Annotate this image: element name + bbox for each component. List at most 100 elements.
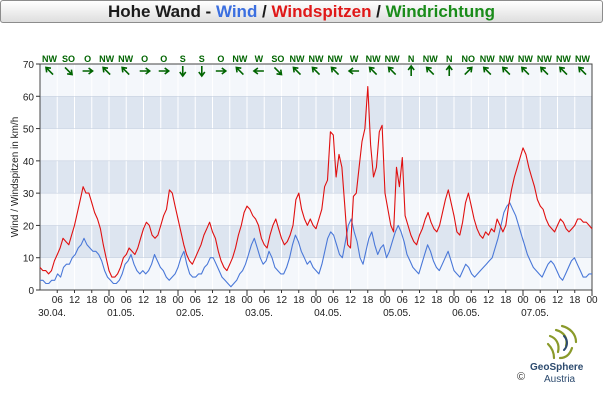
wind-direction-arrow-shape — [347, 67, 360, 75]
title-direction: Windrichtung — [385, 2, 496, 21]
wind-direction-label: NW — [537, 54, 552, 64]
wind-direction-arrow-shape — [539, 66, 549, 76]
x-tick-label: 06 — [535, 295, 547, 306]
wind-direction-arrow — [578, 66, 587, 76]
x-tick-label: 18 — [500, 295, 512, 306]
wind-direction-arrow — [121, 66, 130, 76]
wind-direction-arrow-shape — [64, 66, 74, 76]
wind-direction-arrow-shape — [425, 66, 435, 76]
wind-direction-arrow — [520, 66, 530, 76]
wind-direction-arrow — [139, 67, 152, 75]
wind-direction-arrow — [558, 66, 568, 76]
wind-direction-arrow-shape — [464, 66, 473, 76]
wind-direction-arrow-shape — [330, 66, 340, 76]
title-separator-1: / — [257, 2, 272, 21]
wind-direction-arrow-shape — [578, 66, 587, 76]
x-tick-label: 06 — [190, 295, 202, 306]
wind-direction-label: SO — [271, 54, 284, 64]
x-tick-label: 00 — [379, 295, 391, 306]
title-station: Hohe Wand - — [107, 2, 216, 21]
x-tick-label: 18 — [362, 295, 374, 306]
y-tick-label: 60 — [23, 92, 35, 103]
wind-direction-label: NW — [556, 54, 571, 64]
x-tick-label: 00 — [448, 295, 460, 306]
wind-direction-arrow-shape — [501, 66, 511, 76]
copyright-mark: © — [517, 371, 526, 383]
x-tick-label: 12 — [276, 295, 288, 306]
x-date-label: 06.05. — [452, 308, 480, 319]
x-tick-label: 12 — [138, 295, 150, 306]
wind-direction-arrow — [330, 66, 340, 76]
wind-direction-arrow — [215, 67, 228, 75]
geosphere-logo: GeoSphere Austria — [522, 322, 600, 392]
wind-direction-arrow — [82, 67, 94, 75]
x-date-label: 07.05. — [521, 308, 549, 319]
wind-direction-arrow — [45, 66, 54, 76]
wind-direction-arrow-shape — [139, 67, 152, 75]
wind-direction-label: NW — [118, 54, 133, 64]
wind-direction-arrow — [273, 66, 283, 76]
x-tick-label: 00 — [310, 295, 322, 306]
logo-subtitle: Austria — [544, 374, 576, 385]
wind-direction-arrow-shape — [292, 66, 302, 76]
x-date-label: 05.05. — [383, 308, 411, 319]
y-tick-label: 10 — [23, 254, 35, 265]
wind-direction-label: O — [141, 54, 148, 64]
wind-direction-label: N — [408, 54, 415, 64]
wind-direction-arrow — [292, 66, 302, 76]
series-line-wind — [40, 202, 592, 288]
title-gusts: Windspitzen — [271, 2, 372, 21]
wind-direction-arrow — [102, 66, 111, 76]
title-separator-2: / — [371, 2, 386, 21]
wind-direction-label: NW — [423, 54, 438, 64]
wind-direction-arrow — [425, 66, 435, 76]
wind-direction-label: NO — [462, 54, 476, 64]
wind-direction-label: NW — [99, 54, 114, 64]
wind-direction-label: S — [180, 54, 186, 64]
wind-direction-label: O — [84, 54, 91, 64]
wind-direction-arrow-shape — [273, 66, 283, 76]
x-tick-label: 06 — [466, 295, 478, 306]
x-tick-label: 06 — [52, 295, 64, 306]
x-tick-label: 00 — [172, 295, 184, 306]
x-tick-label: 18 — [86, 295, 98, 306]
wind-direction-arrow — [539, 66, 549, 76]
y-tick-label: 30 — [23, 189, 35, 200]
x-tick-label: 18 — [155, 295, 167, 306]
wind-direction-label: O — [217, 54, 224, 64]
wind-direction-arrow — [158, 67, 171, 75]
x-tick-label: 12 — [207, 295, 219, 306]
x-tick-label: 18 — [569, 295, 581, 306]
wind-direction-arrow-shape — [387, 66, 397, 76]
wind-direction-arrow-shape — [198, 66, 206, 78]
wind-direction-arrow — [235, 66, 244, 76]
wind-direction-label: NW — [42, 54, 57, 64]
wind-direction-label: NW — [575, 54, 590, 64]
wind-direction-label: NW — [385, 54, 400, 64]
wind-direction-arrow — [252, 67, 264, 75]
x-tick-label: 00 — [586, 295, 598, 306]
x-tick-label: 12 — [69, 295, 81, 306]
wind-direction-label: N — [446, 54, 453, 64]
series-line-windspitzen — [39, 86, 593, 278]
wind-direction-arrow — [179, 66, 187, 78]
wind-direction-arrow-shape — [558, 66, 568, 76]
wind-direction-label: NW — [480, 54, 495, 64]
wind-direction-label: NW — [499, 54, 514, 64]
x-tick-label: 12 — [552, 295, 564, 306]
y-tick-label: 20 — [23, 221, 35, 232]
x-tick-label: 06 — [328, 295, 340, 306]
wind-direction-arrow — [407, 64, 415, 76]
wind-direction-label: NW — [232, 54, 247, 64]
x-tick-label: 18 — [293, 295, 305, 306]
wind-direction-arrow-shape — [407, 64, 415, 76]
x-tick-label: 12 — [483, 295, 495, 306]
wind-direction-label: W — [350, 54, 359, 64]
x-tick-label: 00 — [103, 295, 115, 306]
wind-direction-label: NW — [366, 54, 381, 64]
x-tick-label: 12 — [414, 295, 426, 306]
y-tick-label: 70 — [23, 60, 35, 71]
wind-direction-arrow — [347, 67, 360, 75]
x-date-label: 04.05. — [314, 308, 342, 319]
wind-direction-arrow-shape — [215, 67, 228, 75]
